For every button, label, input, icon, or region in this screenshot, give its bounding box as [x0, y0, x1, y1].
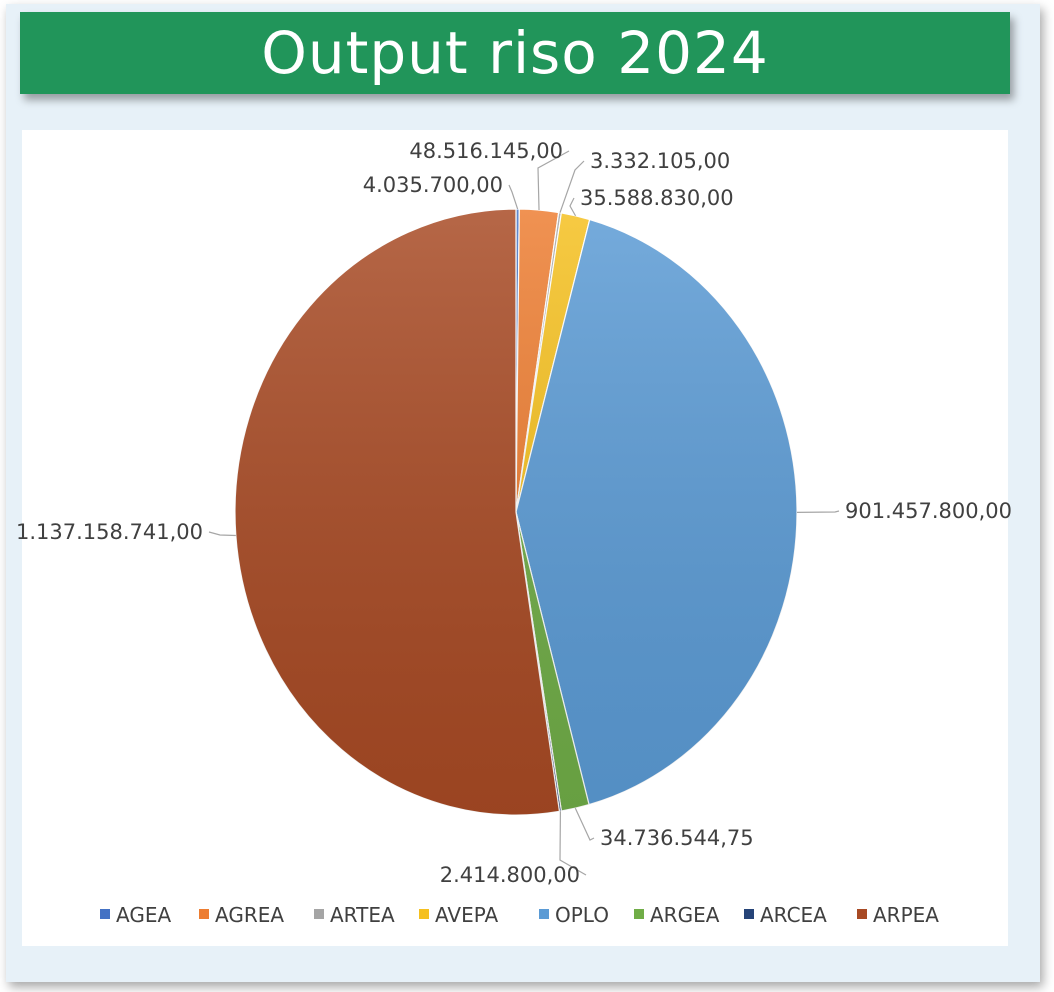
data-label-arcea: 2.414.800,00	[440, 863, 580, 887]
leader-line-arpea	[208, 531, 236, 537]
legend-label-oplo: OPLO	[555, 903, 609, 927]
legend-swatch-agea	[100, 909, 110, 919]
chart-title: Output riso 2024	[261, 19, 769, 87]
data-label-agrea: 48.516.145,00	[409, 139, 563, 163]
legend-label-agea: AGEA	[116, 903, 171, 927]
legend-label-argea: ARGEA	[650, 903, 720, 927]
legend-swatch-argea	[634, 909, 644, 919]
pie-slice-arpea	[234, 208, 561, 816]
legend-swatch-arpea	[857, 909, 867, 919]
leader-line-agrea	[537, 150, 570, 211]
leader-line-agea	[508, 184, 519, 210]
leader-line-argea	[574, 807, 595, 841]
data-label-arpea: 1.137.158.741,00	[16, 520, 203, 544]
data-label-argea: 34.736.544,75	[600, 826, 754, 850]
data-label-avepa: 35.588.830,00	[580, 186, 734, 210]
legend-label-agrea: AGREA	[215, 903, 284, 927]
title-banner: Output riso 2024	[20, 12, 1010, 94]
data-label-oplo: 901.457.800,00	[845, 499, 1012, 523]
leader-line-arcea	[559, 811, 587, 876]
legend-label-arpea: ARPEA	[873, 903, 939, 927]
data-label-artea: 3.332.105,00	[590, 149, 730, 173]
leader-line-avepa	[569, 197, 577, 217]
leader-line-oplo	[796, 510, 840, 513]
legend-label-avepa: AVEPA	[435, 903, 499, 927]
legend-swatch-oplo	[539, 909, 549, 919]
legend-swatch-agrea	[199, 909, 209, 919]
legend-swatch-avepa	[419, 909, 429, 919]
legend-label-artea: ARTEA	[330, 903, 395, 927]
legend-swatch-arcea	[744, 909, 754, 919]
leader-line-artea	[559, 160, 585, 213]
legend-label-arcea: ARCEA	[760, 903, 827, 927]
data-label-agea: 4.035.700,00	[363, 173, 503, 197]
legend-swatch-artea	[314, 909, 324, 919]
